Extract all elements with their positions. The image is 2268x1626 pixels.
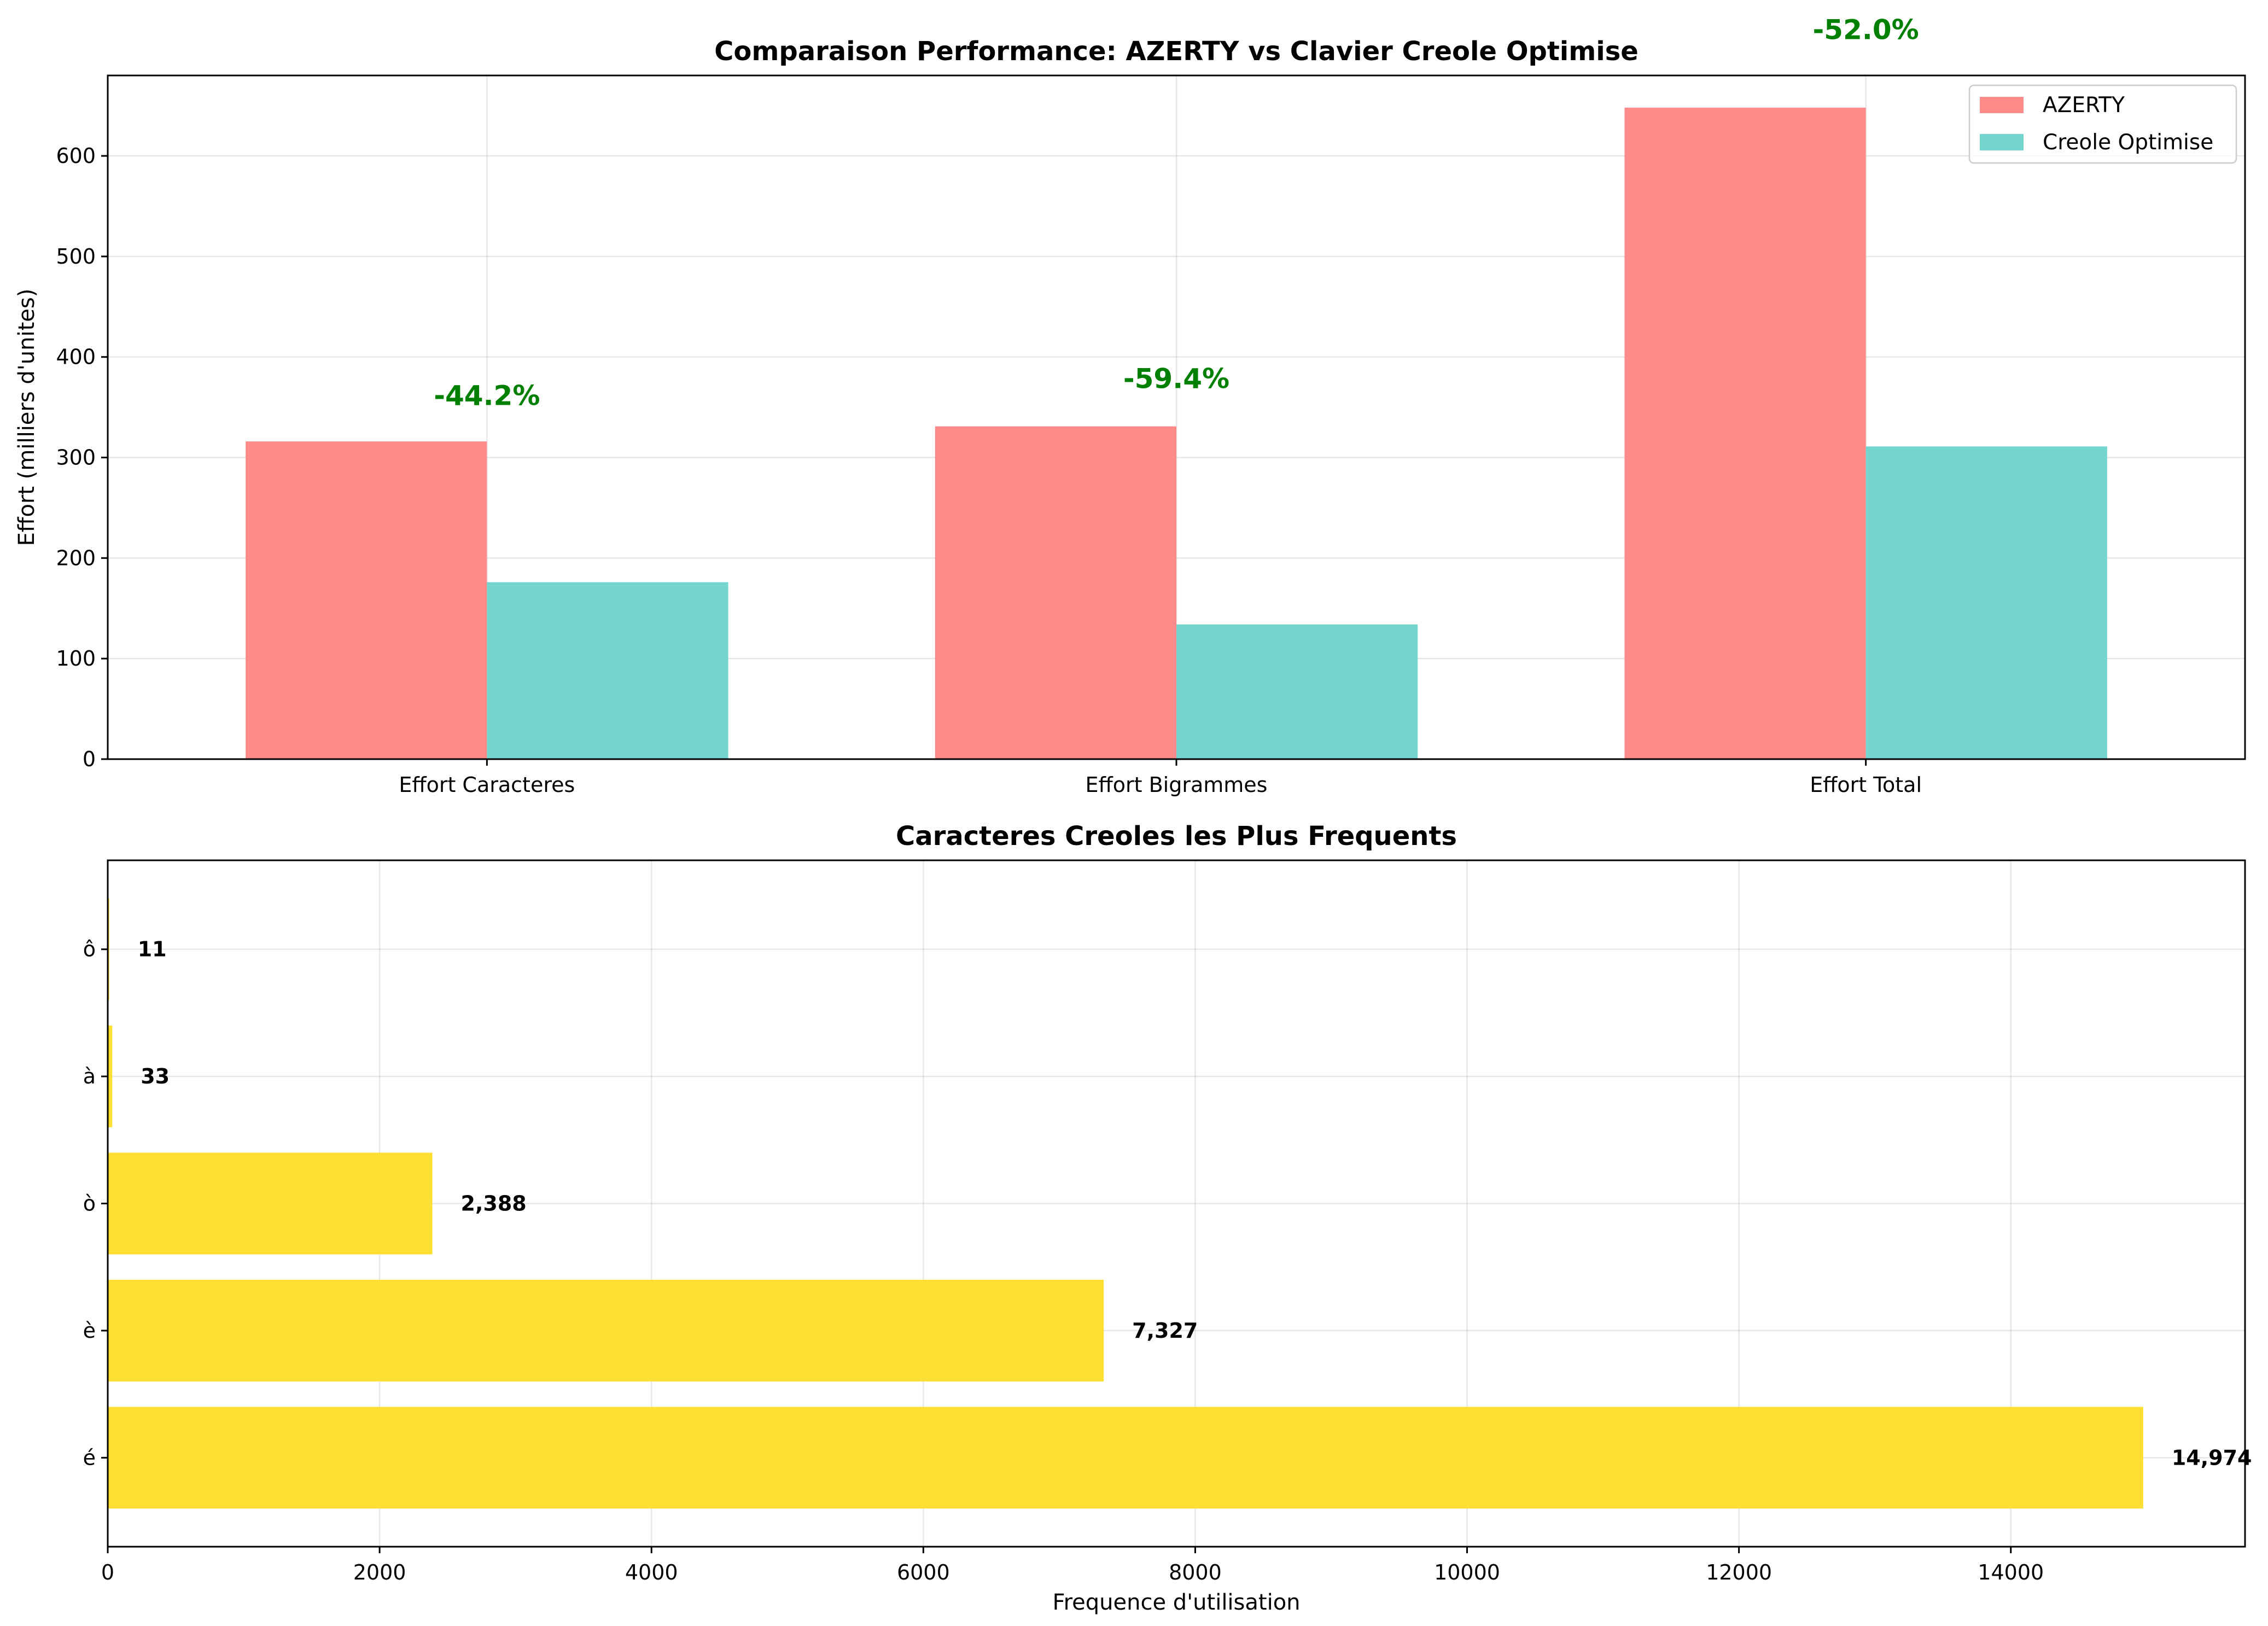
bottom-ytick-label: é — [83, 1446, 96, 1470]
frequency-bar-3 — [108, 1025, 113, 1128]
bottom-xticks: 0 2000 4000 6000 8000 10000 12000 14000 — [101, 1547, 2044, 1584]
top-ytick-label: 200 — [56, 546, 96, 570]
bottom-ytick-label: è — [83, 1319, 96, 1343]
bottom-chart-title: Caracteres Creoles les Plus Frequents — [896, 821, 1457, 852]
bar-azerty-1 — [935, 426, 1176, 759]
bottom-ytick-label: ô — [83, 937, 96, 961]
reduction-label-2: -52.0% — [1813, 14, 1919, 45]
top-pct-labels: -44.2% -59.4% -52.0% — [434, 14, 1919, 411]
creole-character-frequency-chart: 0 2000 4000 6000 8000 10000 12000 14000 é è ò à ô 1… — [83, 821, 2252, 1615]
frequency-bar-0 — [108, 1407, 2143, 1509]
bottom-xtick-label: 12000 — [1706, 1560, 1772, 1584]
reduction-label-0: -44.2% — [434, 380, 540, 412]
legend-swatch-creole — [1980, 134, 2024, 150]
bottom-xtick-label: 8000 — [1169, 1560, 1222, 1584]
bottom-xtick-label: 6000 — [897, 1560, 950, 1584]
legend-box — [1968, 84, 2237, 164]
bar-creole-optimise-0 — [487, 582, 728, 759]
legend-swatch-azerty — [1980, 97, 2024, 113]
bottom-xtick-label: 10000 — [1434, 1560, 1500, 1584]
frequency-value-label-2: 2,388 — [461, 1192, 527, 1216]
reduction-label-1: -59.4% — [1123, 363, 1229, 394]
top-y-axis-label: Effort (milliers d'unites) — [14, 289, 39, 546]
bottom-x-axis-label: Frequence d'utilisation — [1052, 1590, 1300, 1615]
top-ytick-label: 0 — [83, 747, 96, 771]
legend: AZERTY Creole Optimise — [1968, 84, 2237, 164]
bottom-bars — [108, 898, 2143, 1509]
bottom-xtick-label: 2000 — [353, 1560, 406, 1584]
bar-creole-optimise-1 — [1176, 624, 1418, 759]
bottom-value-labels: 14,974 7,327 2,388 33 11 — [138, 937, 2252, 1470]
legend-label-azerty: AZERTY — [2043, 93, 2125, 118]
bottom-xtick-label: 0 — [101, 1560, 114, 1584]
top-ytick-label: 300 — [56, 446, 96, 470]
top-ytick-label: 100 — [56, 646, 96, 671]
top-ytick-label: 400 — [56, 345, 96, 369]
top-xticks: Effort Caracteres Effort Bigrammes Effort … — [399, 759, 1922, 797]
frequency-bar-1 — [108, 1279, 1104, 1382]
bar-azerty-2 — [1624, 107, 1866, 760]
top-xtick-label: Effort Caracteres — [399, 773, 575, 797]
frequency-value-label-1: 7,327 — [1132, 1319, 1198, 1343]
bottom-ytick-label: à — [83, 1064, 96, 1088]
top-ytick-label: 500 — [56, 244, 96, 269]
frequency-value-label-4: 11 — [138, 937, 167, 961]
bottom-xtick-label: 4000 — [625, 1560, 678, 1584]
frequency-value-label-3: 33 — [141, 1064, 170, 1088]
top-chart-title: Comparaison Performance: AZERTY vs Clavi… — [714, 36, 1639, 67]
frequency-bar-2 — [108, 1152, 433, 1255]
bottom-yticks: é è ò à ô — [83, 937, 108, 1470]
top-ytick-label: 600 — [56, 144, 96, 168]
bottom-ytick-label: ò — [83, 1192, 96, 1216]
top-yticks: 0 100 200 300 400 500 600 — [56, 144, 108, 771]
bar-azerty-0 — [246, 441, 487, 759]
top-xtick-label: Effort Bigrammes — [1086, 773, 1268, 797]
legend-label-creole-optimise: Creole Optimise — [2043, 130, 2213, 155]
bottom-xtick-label: 14000 — [1978, 1560, 2044, 1584]
top-xtick-label: Effort Total — [1810, 773, 1922, 797]
frequency-value-label-0: 14,974 — [2172, 1446, 2252, 1470]
top-bars — [246, 107, 2107, 760]
bar-creole-optimise-2 — [1865, 446, 2107, 759]
